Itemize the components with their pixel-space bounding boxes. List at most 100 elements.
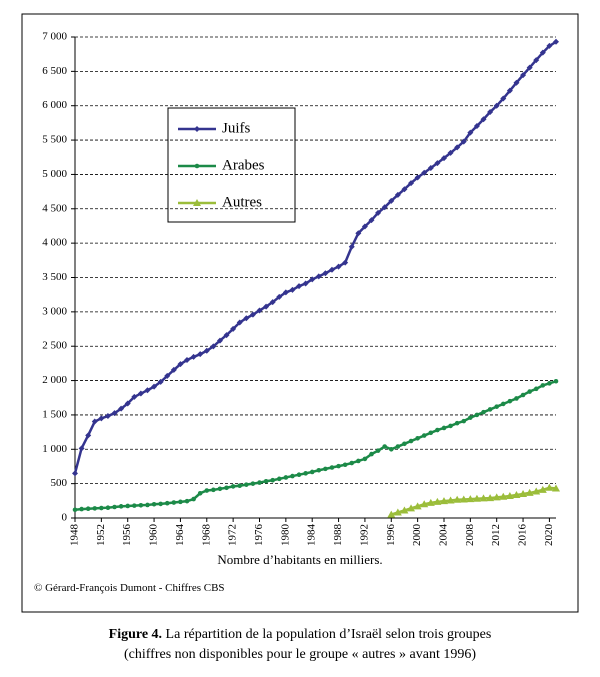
point	[526, 64, 533, 71]
chart-frame	[21, 13, 579, 613]
point	[527, 389, 532, 394]
x-tick-label: 1968	[200, 524, 212, 547]
y-tick-label: 5 000	[42, 168, 67, 180]
point	[447, 149, 454, 156]
point	[440, 155, 447, 162]
point	[342, 462, 348, 468]
point	[315, 273, 322, 280]
point	[532, 487, 541, 495]
point	[500, 401, 506, 407]
point	[230, 325, 237, 332]
x-tick-label: 1972	[227, 524, 239, 546]
point	[223, 332, 230, 339]
point	[164, 500, 170, 506]
point	[493, 102, 500, 109]
legend-label: Autres	[222, 194, 262, 210]
point	[203, 347, 210, 354]
point	[257, 480, 262, 485]
x-tick-label: 1956	[121, 524, 133, 547]
point	[525, 488, 534, 496]
point	[520, 72, 527, 79]
point	[243, 315, 250, 322]
point	[446, 496, 455, 504]
point	[132, 503, 137, 508]
point	[362, 456, 368, 462]
point	[269, 299, 276, 306]
point	[250, 481, 256, 486]
x-tick-label: 2016	[517, 524, 529, 547]
point	[546, 42, 553, 49]
point	[539, 49, 546, 56]
point	[99, 505, 104, 511]
point	[473, 123, 480, 130]
point	[131, 393, 138, 400]
point	[210, 343, 217, 350]
point	[401, 186, 408, 193]
y-tick-label: 2 500	[42, 340, 67, 352]
y-tick-label: 0	[62, 512, 68, 524]
point	[177, 361, 184, 368]
point	[302, 280, 309, 287]
point	[184, 498, 190, 504]
point	[124, 400, 131, 407]
x-tick-label: 2020	[543, 524, 555, 547]
series-line	[74, 380, 557, 511]
point	[513, 79, 520, 86]
legend: Juifs Arabes Autres	[167, 107, 296, 223]
point	[336, 463, 341, 469]
point	[361, 223, 368, 230]
point	[323, 466, 328, 472]
point	[500, 95, 507, 102]
legend-marker	[194, 163, 200, 169]
point	[494, 404, 499, 409]
point	[138, 502, 144, 508]
x-tick-label: 1952	[95, 524, 107, 546]
legend-marker	[193, 199, 201, 206]
point	[428, 430, 434, 436]
point	[158, 501, 163, 507]
point	[283, 475, 289, 480]
point	[520, 392, 526, 398]
point	[270, 477, 275, 483]
point	[454, 144, 461, 151]
point	[435, 427, 440, 433]
point	[402, 441, 407, 447]
x-tick-label: 1948	[69, 524, 81, 547]
point	[85, 432, 92, 439]
point	[375, 209, 382, 216]
point	[78, 445, 85, 452]
point	[151, 383, 158, 390]
point	[171, 500, 177, 505]
point	[349, 460, 355, 466]
point	[217, 486, 223, 492]
y-tick-label: 1 000	[42, 443, 67, 455]
y-tick-label: 4 000	[42, 237, 67, 249]
point	[481, 409, 486, 415]
x-tick-label: 1988	[332, 524, 344, 547]
point	[85, 506, 91, 512]
point	[282, 289, 289, 296]
point	[454, 420, 460, 426]
point	[309, 469, 315, 475]
point	[533, 57, 540, 64]
x-tick-label: 1960	[148, 524, 160, 547]
point	[170, 366, 177, 373]
point	[439, 497, 448, 505]
point	[434, 160, 441, 167]
point	[540, 383, 546, 388]
point	[388, 197, 395, 204]
point	[553, 38, 559, 45]
point	[400, 506, 409, 514]
point	[72, 470, 78, 477]
point	[474, 412, 480, 418]
point	[322, 270, 329, 277]
point	[505, 492, 514, 500]
point	[487, 109, 494, 116]
y-tick-label: 3 000	[42, 305, 67, 317]
point	[408, 180, 415, 187]
point	[328, 266, 335, 273]
point	[145, 502, 150, 508]
point	[487, 407, 493, 412]
y-tick-label: 5 500	[42, 134, 67, 146]
point	[427, 164, 434, 171]
